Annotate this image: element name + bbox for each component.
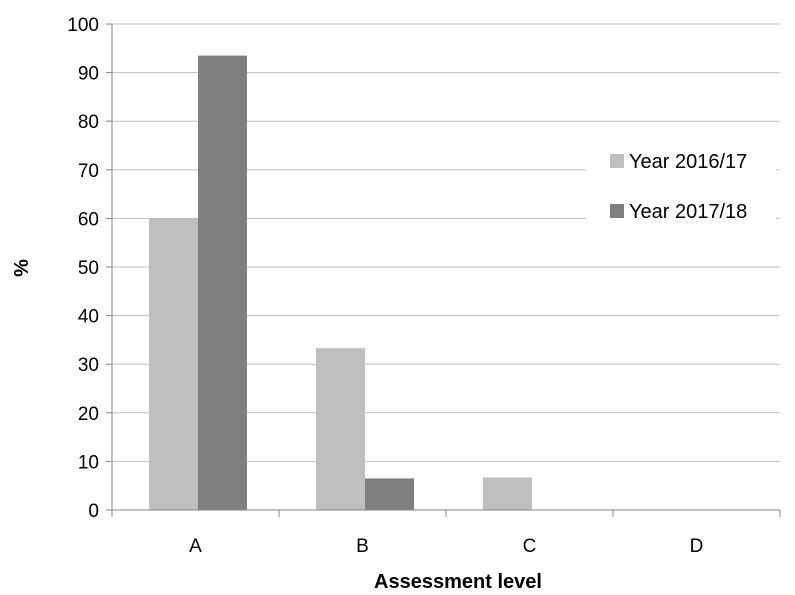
y-tick-label: 20	[78, 404, 99, 425]
y-tick-label: 80	[78, 112, 99, 133]
y-tick-labels: 0 10 20 30 40 50 60 70 80 90 100	[67, 15, 99, 522]
x-tick-label-C: C	[523, 536, 537, 557]
x-tick-label-B: B	[356, 536, 369, 557]
bar-A-series-2	[198, 55, 247, 511]
y-tick-label: 40	[78, 307, 99, 328]
bar-A-series-1	[149, 218, 198, 510]
y-tick-label: 10	[78, 452, 99, 473]
y-tick-label: 30	[78, 355, 99, 376]
y-tick-label: 60	[78, 209, 99, 230]
x-tick-label-A: A	[189, 536, 202, 557]
y-tick-label: 100	[67, 15, 99, 36]
bar-B-series-1	[316, 348, 365, 510]
x-tick-label-D: D	[690, 536, 704, 557]
legend-label-1: Year 2016/17	[629, 151, 747, 173]
x-axis-title: Assessment level	[374, 571, 542, 593]
legend-swatch-1	[610, 154, 624, 168]
y-tick-label: 70	[78, 161, 99, 182]
bar-C-series-1	[483, 477, 532, 510]
legend: Year 2016/17 Year 2017/18	[586, 146, 776, 228]
y-axis-title: %	[11, 259, 33, 277]
bars	[149, 55, 532, 511]
legend-label-2: Year 2017/18	[629, 201, 747, 223]
x-tick-labels: A B C D	[189, 536, 703, 557]
legend-swatch-2	[610, 204, 624, 218]
bar-B-series-2	[365, 478, 414, 510]
axes	[106, 23, 781, 517]
y-tick-label: 90	[78, 64, 99, 85]
y-tick-label: 0	[88, 501, 99, 522]
y-tick-label: 50	[78, 258, 99, 279]
